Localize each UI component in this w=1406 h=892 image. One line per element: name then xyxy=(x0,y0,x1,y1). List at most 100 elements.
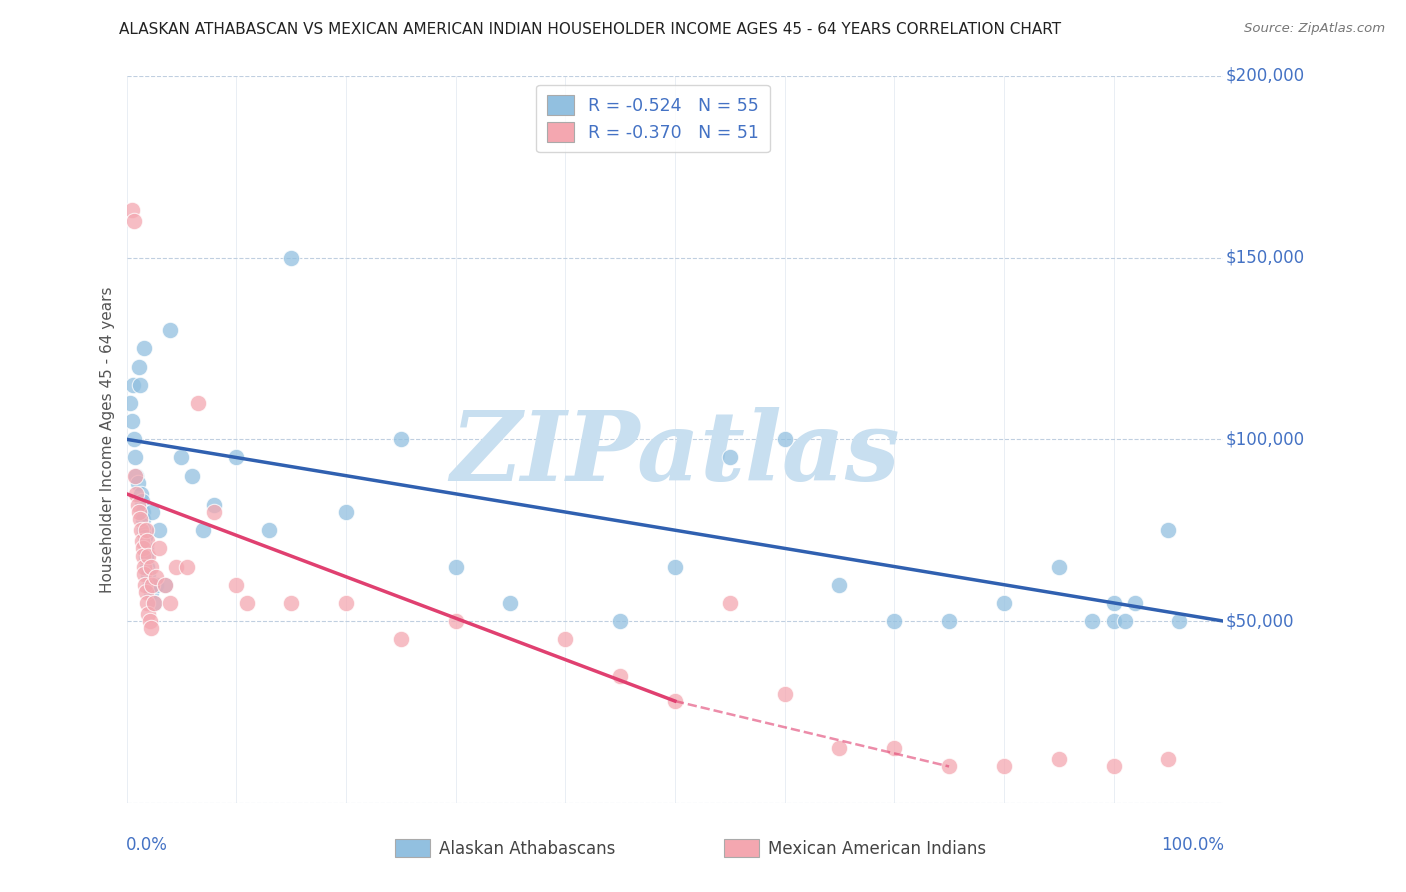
Point xyxy=(1102,614,1125,628)
Point xyxy=(153,578,176,592)
Point xyxy=(122,432,145,446)
Point xyxy=(202,505,225,519)
Text: ZIPatlas: ZIPatlas xyxy=(450,407,900,500)
Point xyxy=(554,632,576,647)
Point xyxy=(444,559,467,574)
Point xyxy=(143,596,166,610)
Point xyxy=(129,523,152,537)
Point xyxy=(176,559,198,574)
Point xyxy=(143,596,166,610)
FancyBboxPatch shape xyxy=(395,839,430,857)
Point xyxy=(202,498,225,512)
Point xyxy=(129,487,152,501)
Point xyxy=(134,578,156,592)
Point xyxy=(389,432,412,446)
Point xyxy=(159,323,181,337)
Point xyxy=(1102,596,1125,610)
Point xyxy=(883,614,905,628)
Point xyxy=(138,607,160,621)
Point xyxy=(159,596,181,610)
Point xyxy=(718,596,741,610)
Point xyxy=(128,359,150,374)
Point xyxy=(132,549,155,563)
Point xyxy=(828,578,851,592)
Point xyxy=(828,741,851,756)
Point xyxy=(134,531,156,545)
Point xyxy=(128,505,150,519)
Point xyxy=(609,668,631,682)
Point xyxy=(124,468,146,483)
Point xyxy=(132,512,155,526)
Text: 100.0%: 100.0% xyxy=(1161,836,1225,854)
Point xyxy=(139,621,162,635)
Point xyxy=(1125,596,1147,610)
Point xyxy=(122,214,145,228)
Point xyxy=(136,596,159,610)
Y-axis label: Householder Income Ages 45 - 64 years: Householder Income Ages 45 - 64 years xyxy=(100,286,115,592)
Point xyxy=(153,578,176,592)
Point xyxy=(125,468,148,483)
Point xyxy=(135,585,157,599)
Point xyxy=(225,578,247,592)
Point xyxy=(148,541,170,556)
Point xyxy=(389,632,412,647)
Point xyxy=(132,566,155,581)
Point xyxy=(132,541,155,556)
Point xyxy=(141,578,163,592)
Point xyxy=(138,578,160,592)
Point xyxy=(993,596,1015,610)
Point xyxy=(181,468,204,483)
Point xyxy=(136,559,159,574)
Point xyxy=(131,494,153,508)
Point xyxy=(127,475,149,490)
Point xyxy=(121,414,143,428)
Point xyxy=(145,570,167,584)
Legend: R = -0.524   N = 55, R = -0.370   N = 51: R = -0.524 N = 55, R = -0.370 N = 51 xyxy=(536,85,769,153)
Point xyxy=(128,512,150,526)
Point xyxy=(131,534,153,549)
Point xyxy=(664,694,686,708)
Text: $100,000: $100,000 xyxy=(1226,430,1305,449)
Point xyxy=(145,578,167,592)
Point xyxy=(609,614,631,628)
Point xyxy=(280,251,302,265)
Text: $150,000: $150,000 xyxy=(1226,249,1305,267)
Point xyxy=(135,541,157,556)
Point xyxy=(187,396,209,410)
Point xyxy=(236,596,259,610)
Point xyxy=(122,377,145,392)
Point xyxy=(124,450,146,465)
Point xyxy=(1157,523,1180,537)
Text: Mexican American Indians: Mexican American Indians xyxy=(768,839,986,857)
Point xyxy=(257,523,280,537)
Point xyxy=(1047,559,1070,574)
Point xyxy=(138,549,160,563)
Point xyxy=(664,559,686,574)
Point xyxy=(444,614,467,628)
Point xyxy=(1168,614,1191,628)
Point xyxy=(335,505,357,519)
Point xyxy=(138,614,160,628)
Point xyxy=(1102,759,1125,773)
Point xyxy=(993,759,1015,773)
Point xyxy=(938,759,960,773)
Point xyxy=(121,203,143,218)
Point xyxy=(141,505,163,519)
Point xyxy=(135,523,157,537)
Text: Alaskan Athabascans: Alaskan Athabascans xyxy=(439,839,616,857)
Point xyxy=(165,559,187,574)
Point xyxy=(132,559,155,574)
Point xyxy=(280,596,302,610)
Point xyxy=(125,487,148,501)
Point xyxy=(193,523,215,537)
Point xyxy=(335,596,357,610)
Point xyxy=(225,450,247,465)
Point xyxy=(170,450,193,465)
Point xyxy=(773,432,796,446)
Point xyxy=(127,498,149,512)
Point xyxy=(132,505,155,519)
Text: ALASKAN ATHABASCAN VS MEXICAN AMERICAN INDIAN HOUSEHOLDER INCOME AGES 45 - 64 YE: ALASKAN ATHABASCAN VS MEXICAN AMERICAN I… xyxy=(120,22,1062,37)
Point xyxy=(139,559,162,574)
Text: 0.0%: 0.0% xyxy=(125,836,167,854)
Text: Source: ZipAtlas.com: Source: ZipAtlas.com xyxy=(1244,22,1385,36)
